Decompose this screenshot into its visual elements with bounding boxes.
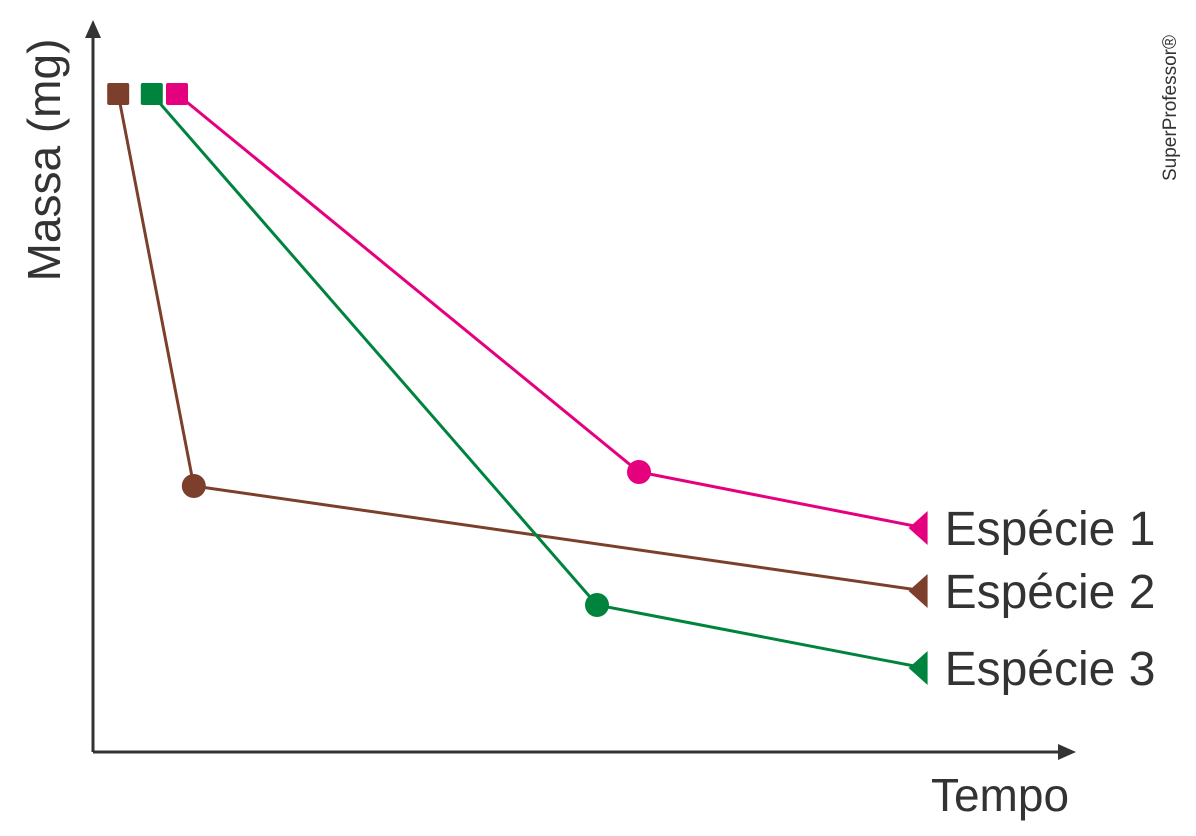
series-2-point-1 — [107, 83, 130, 105]
series-3-point-1 — [140, 83, 163, 105]
x-axis-title: Tempo — [931, 769, 1069, 821]
series-line-1 — [176, 92, 925, 530]
series-1-point-2 — [627, 460, 651, 484]
series-line-3 — [150, 93, 925, 670]
x-axis-arrow-icon — [1058, 744, 1076, 760]
watermark: SuperProfessor® — [1160, 35, 1181, 181]
series-1-point-3 — [908, 511, 928, 545]
series-1-point-1 — [166, 83, 188, 105]
series-label-2: Espécie 2 — [945, 566, 1156, 619]
series-layer: Espécie 1 Espécie 2 Espécie 3 — [107, 83, 1155, 696]
series-label-3: Espécie 3 — [945, 643, 1156, 696]
y-axis-title: Massa (mg) — [18, 39, 70, 282]
series-3-point-2 — [585, 593, 609, 617]
series-label-1: Espécie 1 — [945, 503, 1156, 556]
series-2-point-3 — [908, 574, 928, 608]
series-3-point-3 — [908, 651, 928, 685]
y-axis-arrow-icon — [85, 20, 101, 38]
series-2-point-2 — [181, 474, 206, 498]
